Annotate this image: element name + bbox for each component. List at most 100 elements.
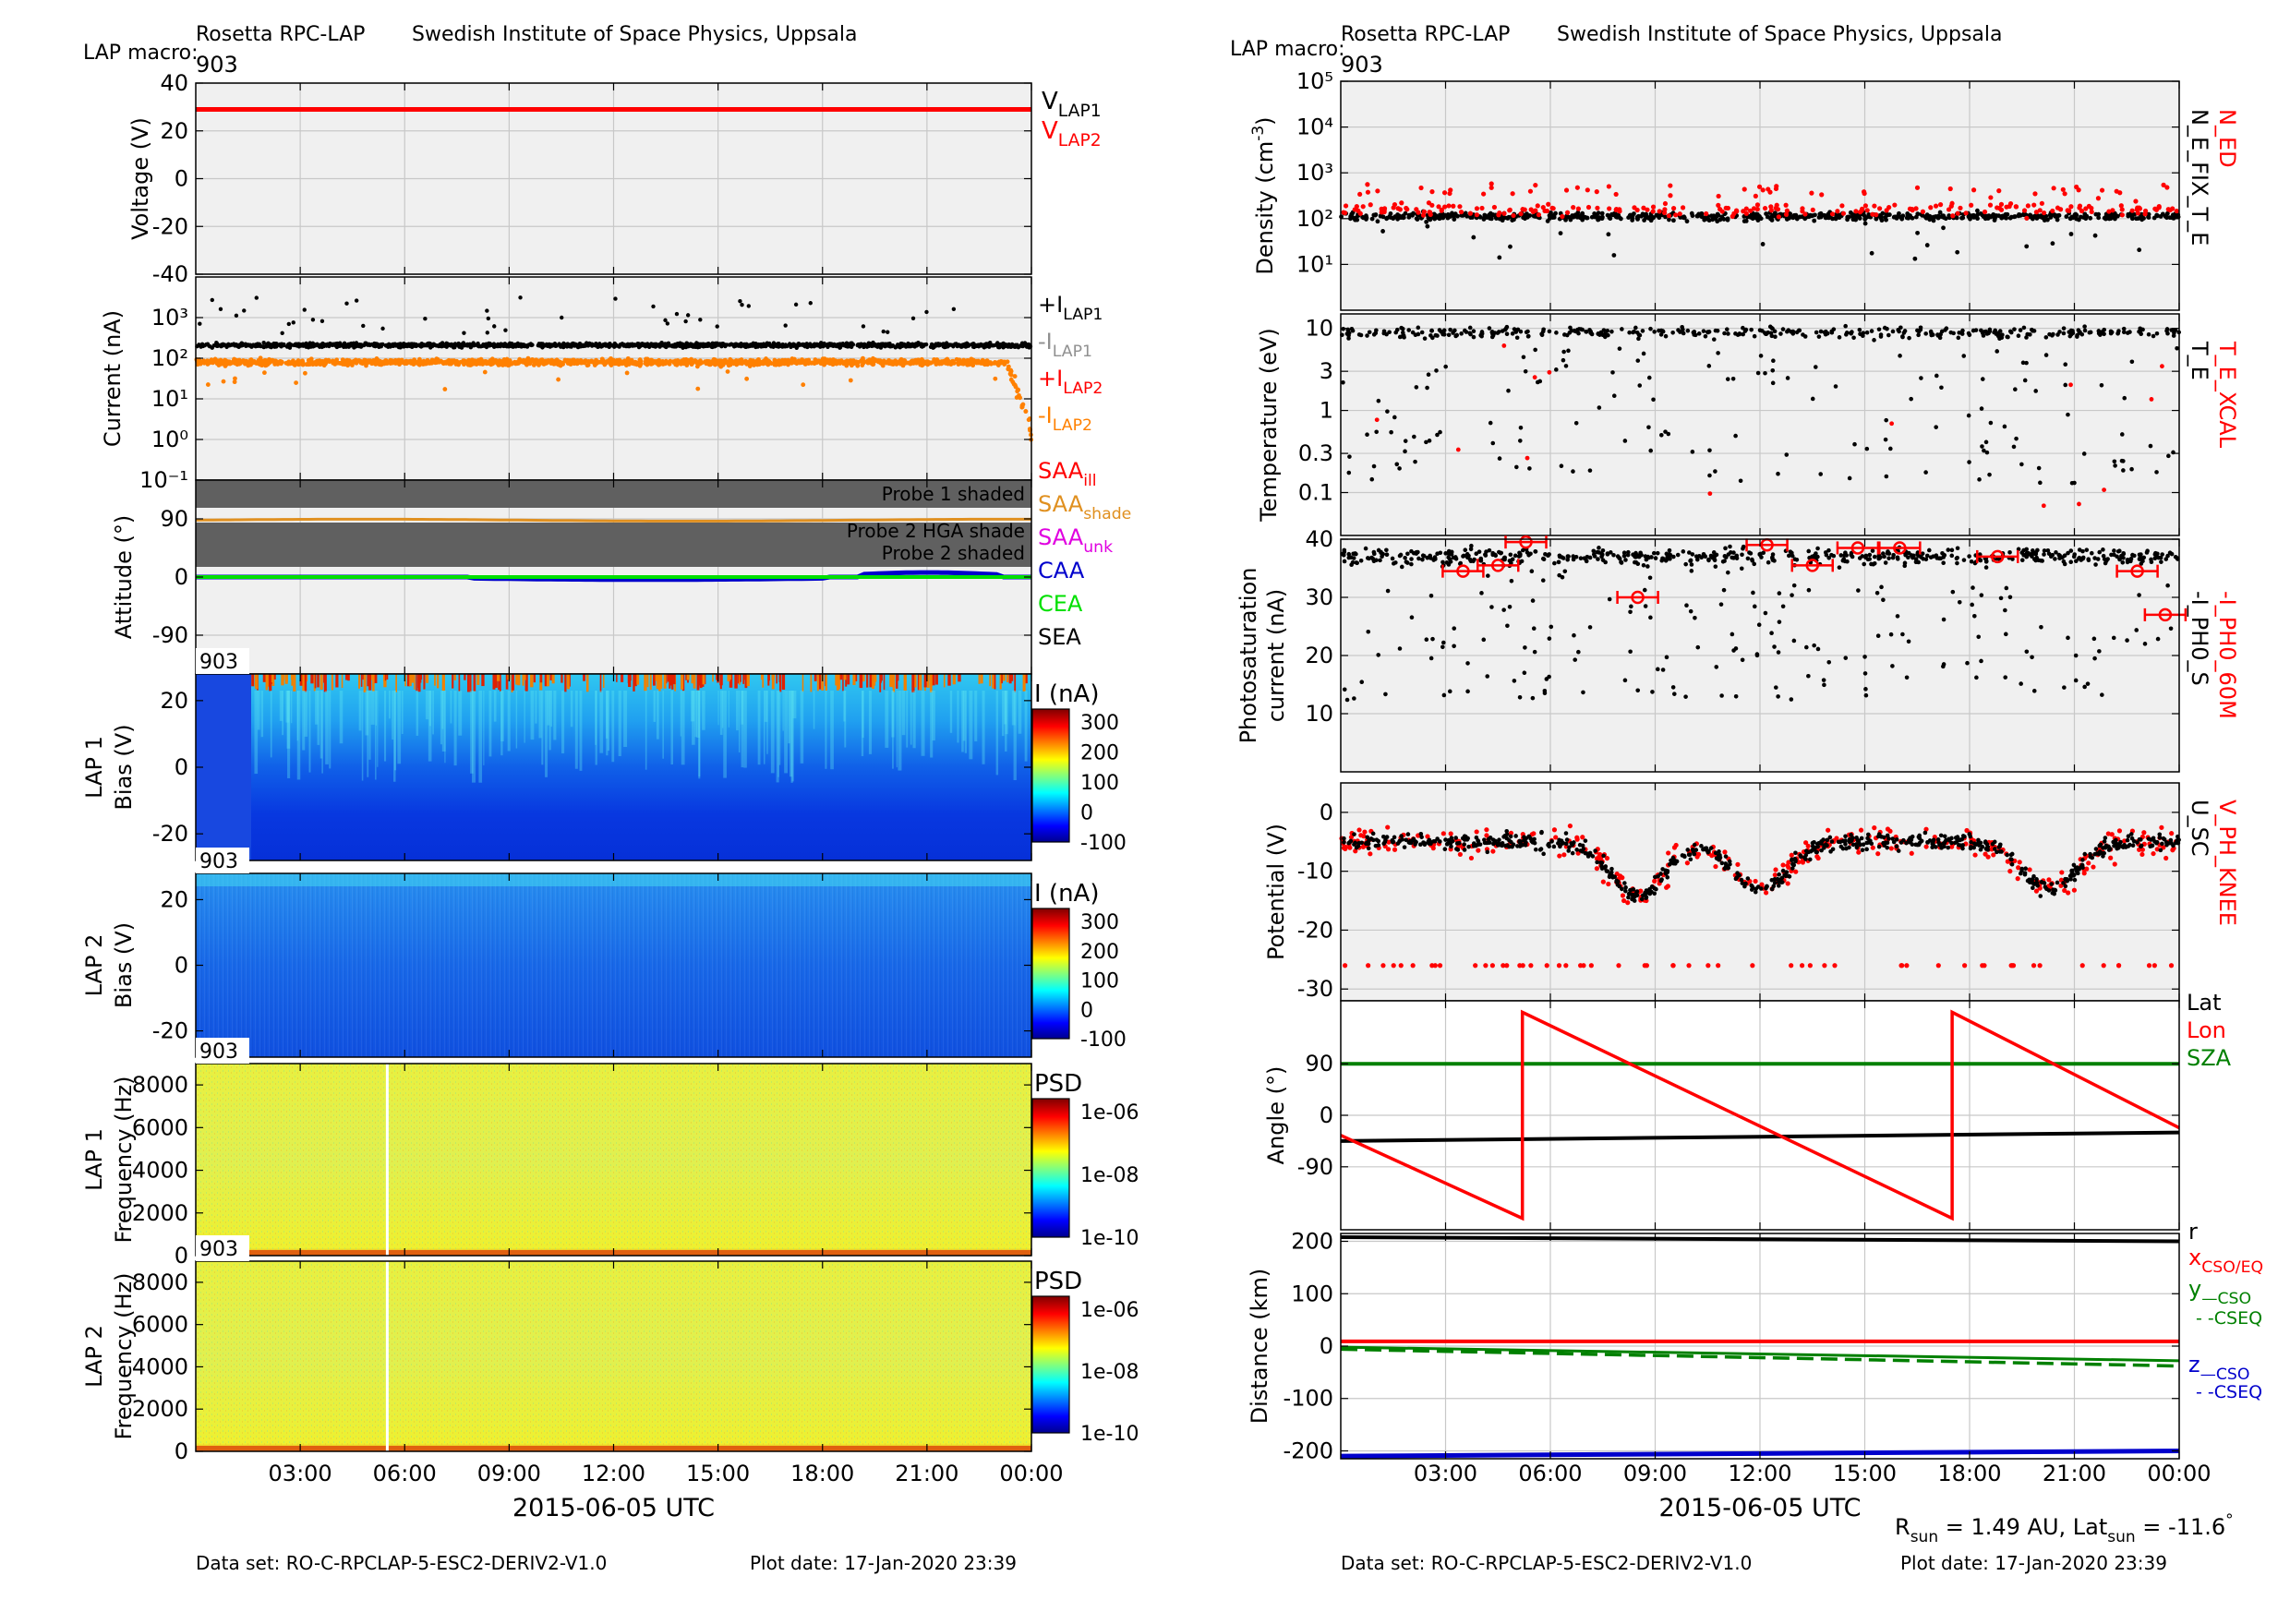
heatmap-streak (271, 674, 273, 682)
density-red-point (1886, 205, 1891, 210)
heatmap-streak (814, 691, 815, 729)
density-point (1580, 218, 1585, 223)
heatmap-streak (933, 674, 935, 685)
heatmap-streak (702, 691, 705, 730)
density-point (1464, 211, 1468, 216)
colorbar-tick: 0 (1080, 999, 1093, 1022)
density-red-point (2026, 203, 2031, 208)
density-red-point (1361, 204, 1366, 209)
temp-point (1568, 326, 1573, 331)
density-red-point (1632, 205, 1636, 210)
density-point (2000, 214, 2005, 219)
heatmap-streak (420, 674, 422, 680)
temp-point (1365, 432, 1369, 437)
i-lap2-point (292, 361, 296, 366)
i-lap1-point (794, 303, 798, 307)
i-lap1-point (547, 343, 550, 346)
i-lap1-point (359, 344, 363, 348)
i-lap1-point (486, 331, 489, 334)
density-red-point (1343, 211, 1347, 215)
heatmap-streak (394, 691, 396, 770)
legend-main: SAA (1038, 491, 1084, 517)
heatmap-streak (961, 691, 964, 752)
temp-point (1365, 333, 1369, 338)
density-point (1611, 253, 1616, 258)
density-red-point (2038, 208, 2043, 212)
colorbar-title: PSD (1034, 1268, 1082, 1295)
i-lap1-point (817, 343, 821, 346)
heatmap-streak (459, 674, 461, 692)
density-point (1926, 214, 1931, 219)
density-red-point (1560, 214, 1564, 219)
density-red-point (2042, 211, 2046, 215)
colorbar-tick: 1e-10 (1080, 1227, 1139, 1250)
heatmap-streak (647, 674, 649, 687)
legend-main: -I (1038, 403, 1053, 428)
heatmap-streak (374, 674, 377, 683)
density-red-point (1892, 202, 1897, 207)
colorbar-tick: 0 (1080, 802, 1093, 825)
lat-value: = -11.6 (2136, 1514, 2225, 1540)
heatmap-streak (981, 674, 983, 683)
density-point (2159, 214, 2163, 219)
temp-point (2175, 346, 2179, 351)
colorbar-tick: 200 (1080, 742, 1119, 765)
heatmap-streak (342, 674, 344, 688)
heatmap-streak (629, 674, 632, 680)
density-red-point (2077, 187, 2081, 192)
temp-point (1468, 326, 1473, 331)
heatmap-streak (535, 691, 536, 724)
density-point (1975, 216, 1980, 221)
density-red-point (1380, 207, 1384, 211)
y-axis-label: LAP 2 (81, 1325, 107, 1388)
x-tick-label: 15:00 (686, 1461, 750, 1486)
legend-label: SAAill (1038, 458, 1097, 490)
i-lap2-point (686, 358, 691, 363)
temp-point (1786, 376, 1790, 380)
temp-point (1784, 452, 1789, 457)
i-lap1-point (611, 343, 615, 347)
density-point (1853, 218, 1858, 223)
temp-point (1704, 334, 1708, 339)
heatmap-streak (331, 674, 333, 690)
density-point (2034, 216, 2039, 221)
density-red-point (1717, 194, 1721, 198)
heatmap-streak (442, 674, 445, 691)
density-point (1376, 219, 1380, 223)
density-red-point (1754, 194, 1758, 198)
density-point (2088, 216, 2092, 221)
temp-point (1404, 439, 1408, 443)
density-point (2005, 212, 2009, 217)
colorbar-tick: 1e-06 (1080, 1101, 1139, 1125)
i-lap2-point (937, 359, 942, 364)
i-lap2-point (207, 361, 211, 366)
lat-sub: sun (2107, 1528, 2135, 1546)
i-lap2-point (597, 360, 601, 365)
x-tick-label: 06:00 (373, 1461, 437, 1486)
i-lap1-point (886, 343, 890, 346)
heatmap-streak (644, 674, 646, 691)
i-lap1-point (201, 343, 205, 346)
temp-point (1374, 329, 1379, 333)
dataset-label: Data set: RO-C-RPCLAP-5-ESC2-DERIV2-V1.0 (196, 1552, 607, 1574)
density-red-point (2130, 209, 2135, 213)
heatmap-streak (261, 691, 263, 737)
density-point (1508, 245, 1513, 249)
y-axis-label: Density (cm-3) (1249, 116, 1278, 274)
heatmap-streak (483, 691, 484, 765)
density-red-point (1537, 212, 1541, 217)
heatmap-streak (792, 691, 796, 718)
temp-point (1637, 383, 1642, 388)
i-lap1-point (712, 343, 716, 346)
density-point (1380, 229, 1385, 234)
i-lap1-point (235, 314, 238, 318)
density-red-point (1995, 205, 1999, 210)
heatmap-streak (866, 674, 868, 688)
density-red-point (1668, 193, 1672, 198)
legend-sub: unk (1083, 538, 1113, 557)
density-point (1424, 220, 1428, 224)
density-point (1644, 215, 1648, 220)
heatmap-streak (547, 674, 549, 686)
temp-point (1438, 430, 1442, 435)
i-lap1-point (292, 320, 295, 324)
